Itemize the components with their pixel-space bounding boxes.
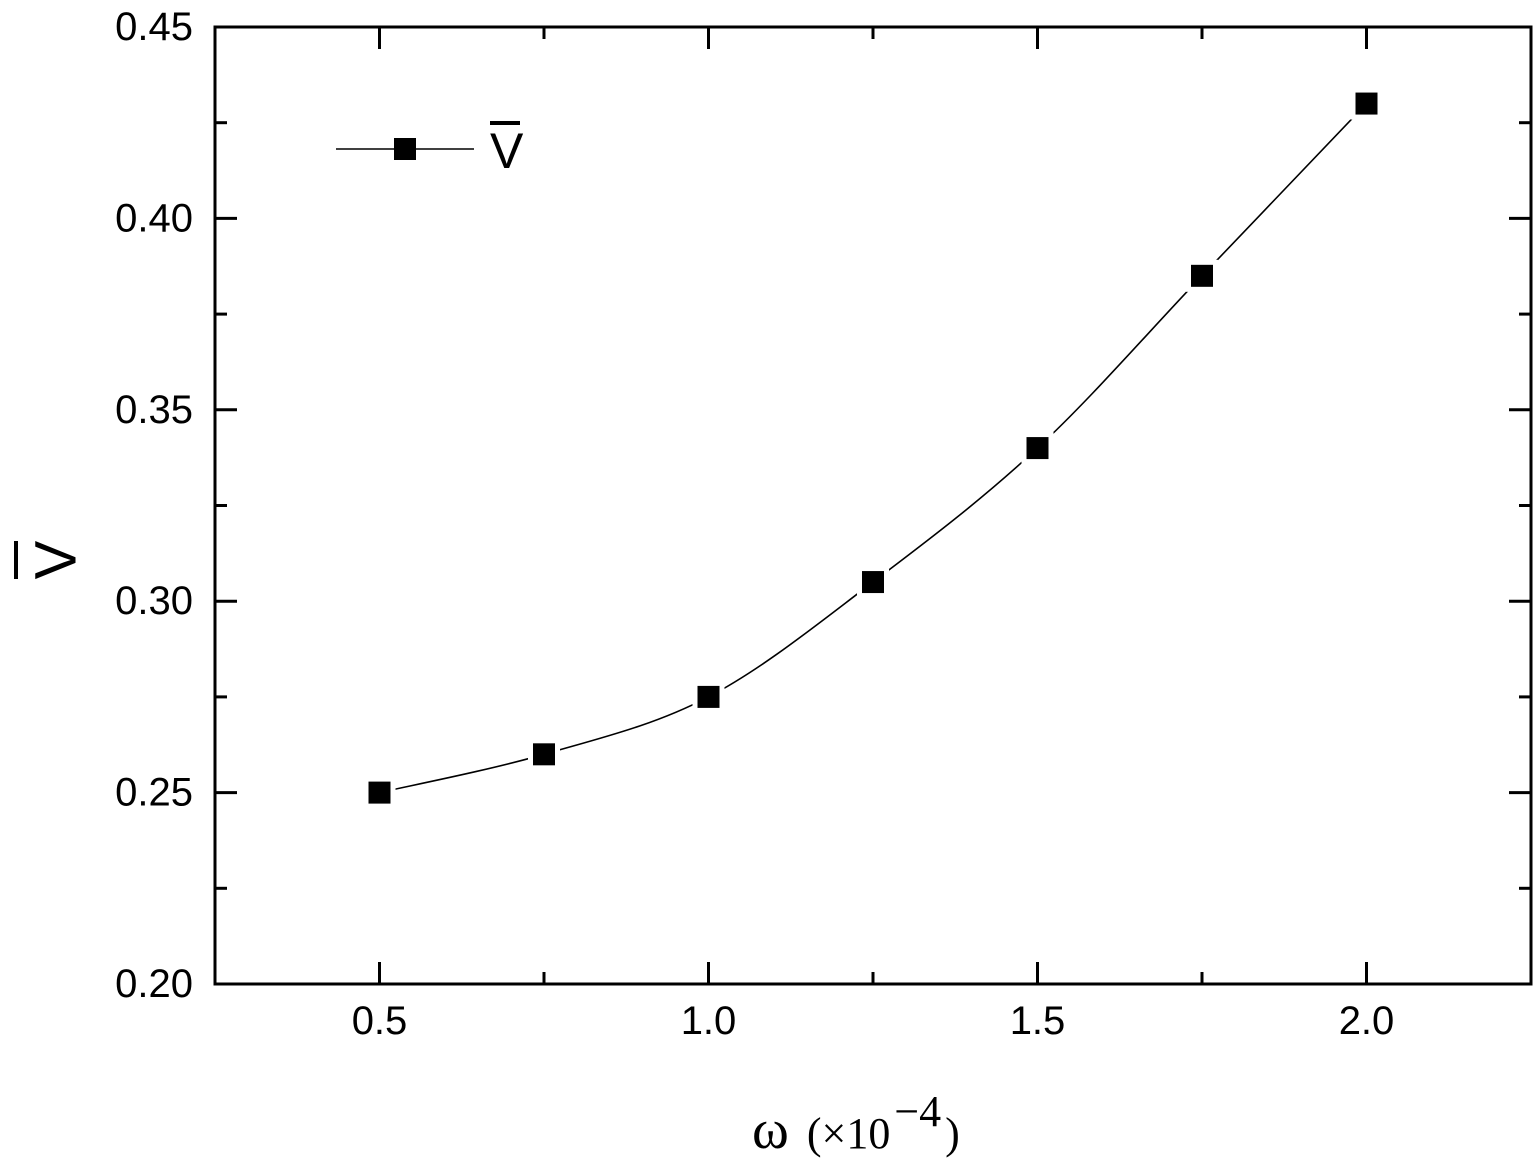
y-tick-label: 0.30 [115, 579, 193, 623]
x-tick-label: 0.5 [352, 999, 408, 1043]
y-tick-label: 0.25 [115, 771, 193, 815]
x-tick-label: 2.0 [1339, 999, 1395, 1043]
series-line [379, 103, 1368, 794]
x-axis-label-unit: (×10 [807, 1109, 890, 1158]
data-point-marker [1191, 264, 1213, 287]
y-tick-labels: 0.20 0.25 0.30 0.35 0.40 0.45 [115, 5, 193, 1006]
y-axis-label: V [14, 540, 89, 579]
axis-ticks [215, 25, 1531, 986]
data-point-marker [368, 781, 391, 804]
y-tick-label: 0.20 [115, 962, 193, 1006]
y-tick-label: 0.40 [115, 196, 193, 240]
data-point-marker [1355, 92, 1378, 115]
x-tick-labels: 0.5 1.0 1.5 2.0 [352, 999, 1395, 1043]
x-tick-label: 1.0 [681, 999, 737, 1043]
y-tick-label: 0.35 [115, 388, 193, 432]
legend-marker [394, 138, 416, 160]
svg-text:ω (×10 −4 ): ω (×10 −4 ) [752, 1087, 960, 1161]
legend: V [336, 121, 524, 179]
x-axis-label-close: ) [945, 1109, 960, 1158]
x-axis-label-symbol: ω [752, 1099, 789, 1161]
axes-box [213, 25, 1533, 986]
plot-frame [213, 25, 1533, 986]
legend-label: V [490, 123, 524, 179]
y-axis-label-text: V [24, 540, 89, 579]
x-axis-label-exponent: −4 [894, 1087, 941, 1136]
x-axis-label: ω (×10 −4 ) [752, 1087, 960, 1161]
data-point-marker [862, 571, 884, 594]
series-line-path [379, 103, 1368, 794]
series-markers [363, 87, 1383, 809]
data-point-marker [533, 743, 555, 766]
data-point-marker [1026, 437, 1049, 460]
y-tick-label: 0.45 [115, 5, 193, 49]
x-tick-label: 1.5 [1010, 999, 1066, 1043]
data-point-marker [697, 685, 720, 708]
